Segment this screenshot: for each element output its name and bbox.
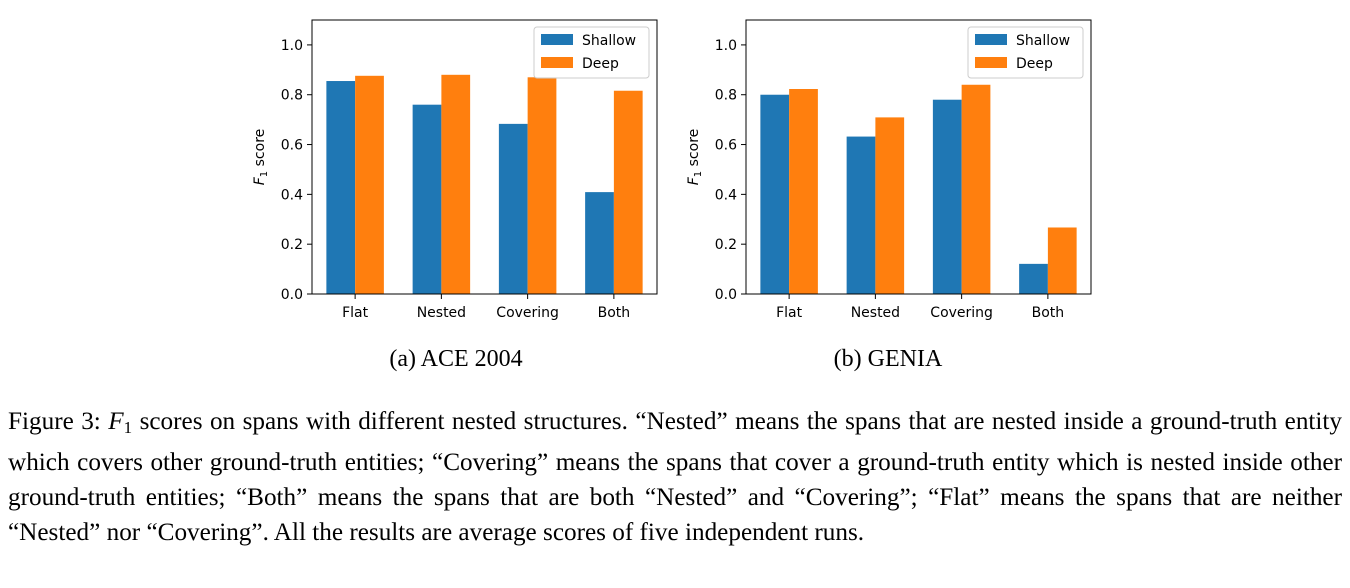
figure-caption: Figure 3: F1 scores on spans with differ…	[8, 404, 1342, 550]
plot-frame	[311, 19, 658, 295]
caption-variable: F1	[108, 408, 133, 437]
y-tick-label: 0.0	[715, 287, 737, 303]
chart-ace2004: 0.0 0.2 0.4 0.6 0.8 1.0 Flat Nested Covering Both…	[252, 19, 658, 321]
y-tick-label: 0.8	[715, 88, 737, 104]
legend-swatch-shallow	[541, 34, 573, 45]
y-axis-label: F1 score	[252, 129, 270, 186]
y-tick-label: 0.8	[281, 88, 303, 104]
bar-shallow-covering	[932, 99, 962, 295]
bar-shallow-both	[1019, 263, 1048, 294]
chart-genia: 0.0 0.2 0.4 0.6 0.8 1.0 Flat Nested Covering Both…	[686, 19, 1092, 321]
y-tick-label: 0.6	[281, 138, 303, 154]
bar-deep-nested	[441, 74, 471, 294]
bar-deep-flat	[355, 75, 384, 294]
x-tick-label: Both	[1032, 305, 1065, 321]
bar-deep-covering	[527, 77, 557, 294]
bar-deep-covering	[961, 84, 991, 294]
bar-shallow-nested	[412, 104, 442, 294]
bar-shallow-covering	[498, 123, 528, 295]
bar-shallow-nested	[846, 136, 876, 294]
caption-text: scores on spans with different nested st…	[8, 408, 1342, 546]
x-tick-label: Nested	[851, 305, 900, 321]
legend: Shallow Deep	[967, 26, 1084, 79]
bar-deep-both	[613, 90, 643, 295]
x-tick-label: Flat	[776, 305, 803, 321]
y-axis-label: F1 score	[686, 129, 704, 186]
caption-prefix: Figure 3:	[8, 408, 109, 435]
bar-shallow-both	[585, 192, 614, 294]
legend: Shallow Deep	[533, 26, 650, 79]
y-tick-label: 1.0	[715, 38, 737, 54]
y-tick-label: 0.2	[281, 237, 303, 253]
legend-swatch-shallow	[975, 34, 1007, 45]
y-tick-label: 1.0	[281, 38, 303, 54]
legend-label-deep: Deep	[1016, 56, 1053, 72]
y-tick-label: 0.6	[715, 138, 737, 154]
y-tick-label: 0.4	[715, 187, 737, 203]
caption-subscript: 1	[123, 418, 133, 437]
y-tick-label: 0.2	[715, 237, 737, 253]
bar-shallow-flat	[326, 81, 356, 294]
legend-label-shallow: Shallow	[582, 33, 636, 49]
x-tick-label: Both	[598, 305, 631, 321]
subcaption-genia: (b) GENIA	[833, 346, 943, 372]
bar-deep-flat	[789, 89, 818, 294]
x-tick-label: Covering	[496, 305, 559, 321]
x-tick-label: Flat	[342, 305, 369, 321]
bar-deep-nested	[875, 117, 905, 294]
y-tick-label: 0.4	[281, 187, 303, 203]
x-tick-label: Covering	[930, 305, 993, 321]
legend-swatch-deep	[541, 57, 573, 68]
plot-frame	[745, 19, 1092, 295]
legend-label-deep: Deep	[582, 56, 619, 72]
legend-label-shallow: Shallow	[1016, 33, 1070, 49]
bar-deep-both	[1047, 227, 1077, 294]
bar-shallow-flat	[760, 94, 790, 294]
x-tick-label: Nested	[417, 305, 466, 321]
subcaption-ace2004: (a) ACE 2004	[389, 346, 523, 372]
y-tick-label: 0.0	[281, 287, 303, 303]
legend-swatch-deep	[975, 57, 1007, 68]
